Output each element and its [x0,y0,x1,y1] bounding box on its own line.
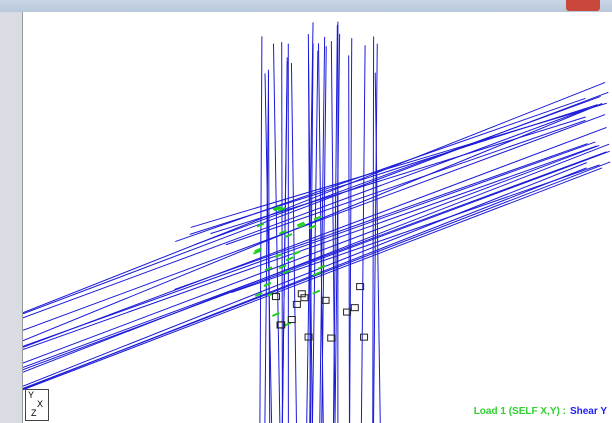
load-arrow [257,224,264,227]
member [191,103,607,227]
load-arrow [313,291,320,294]
load-arrow [286,257,293,260]
member [231,165,599,293]
member [23,152,606,368]
load-arrow [275,254,282,257]
load-arrow [264,283,271,286]
axis-z: Z [31,408,37,418]
support [361,334,368,340]
member [23,110,584,317]
member [375,73,380,423]
member [291,63,296,423]
support [351,305,358,311]
support [272,294,279,300]
member [349,55,350,423]
load-arrow [318,266,325,269]
member [273,44,279,423]
axis-triad: Y X Z [25,389,49,421]
member [175,98,585,241]
close-button[interactable] [566,0,600,11]
model-view: Y X Z Load 1 (SELF X,Y) : Shear Y [22,12,612,423]
member [282,62,287,423]
load-arrow [253,251,260,254]
axis-x: X [37,399,43,409]
support [288,317,295,323]
support [298,291,305,297]
member [23,162,610,388]
load-label: Load 1 (SELF X,Y) : [474,406,566,417]
member [373,36,374,423]
title-bar [0,0,612,12]
member [23,127,607,347]
support [301,295,308,301]
wireframe [23,12,612,423]
member [23,92,608,313]
result-label: Shear Y [570,406,607,417]
app-window: Y X Z Load 1 (SELF X,Y) : Shear Y [0,0,612,423]
member [350,38,352,423]
axis-y: Y [28,390,34,400]
load-arrow [285,234,292,237]
member [174,144,587,290]
status-label: Load 1 (SELF X,Y) : Shear Y [474,406,607,417]
